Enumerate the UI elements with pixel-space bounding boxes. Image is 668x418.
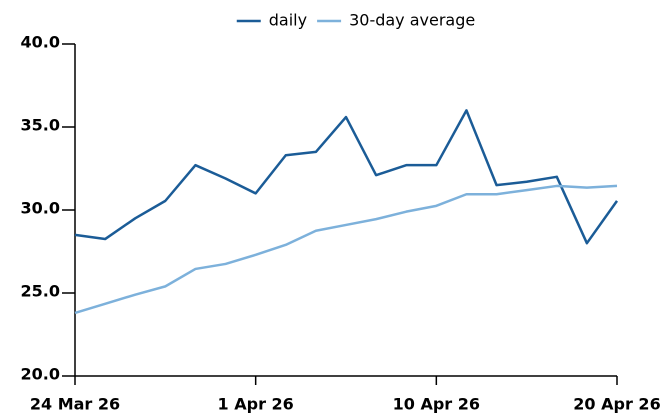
x-tick-label: 20 Apr 26 [573,395,660,414]
y-tick-label: 25.0 [21,282,60,301]
legend-label: 30-day average [349,11,475,30]
y-tick-label: 30.0 [21,199,60,218]
line [74,109,619,245]
x-tick-label: 24 Mar 26 [30,395,120,414]
legend-label: daily [269,11,307,30]
y-tick-label: 35.0 [21,116,60,135]
line [74,184,618,315]
y-tick-label: 40.0 [21,33,60,52]
y-tick-label: 20.0 [21,365,60,384]
x-tick-label: 10 Apr 26 [393,395,480,414]
x-tick-label: 1 Apr 26 [218,395,294,414]
